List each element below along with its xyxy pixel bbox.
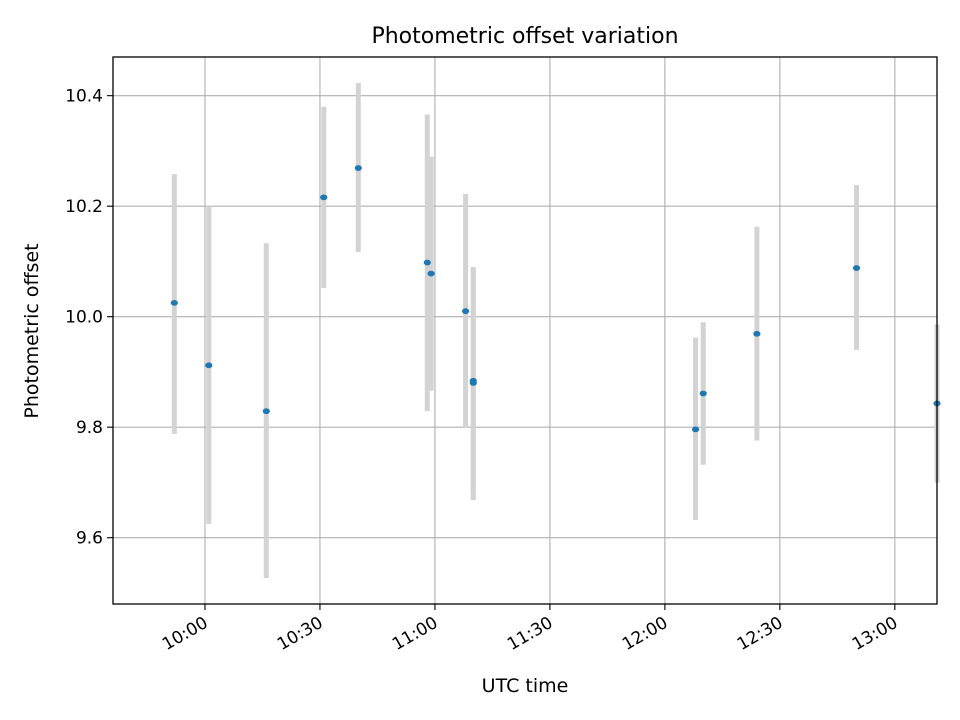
data-point: [461, 308, 470, 315]
y-tick-label: 10.4: [65, 87, 103, 107]
grid-layer: [113, 57, 937, 604]
x-axis-label: UTC time: [482, 675, 569, 697]
data-point: [262, 408, 270, 415]
data-point: [691, 426, 700, 433]
plot-frame: [112, 56, 938, 605]
y-tick-label: 10.0: [65, 308, 103, 328]
data-point: [753, 330, 761, 337]
data-point: [170, 299, 178, 306]
data-point: [699, 390, 707, 397]
data-point: [852, 265, 861, 271]
data-point: [354, 165, 362, 171]
data-point: [423, 259, 431, 266]
data-point: [427, 270, 435, 277]
data-point: [320, 194, 328, 201]
y-tick-label: 10.2: [65, 197, 103, 217]
y-tick-label: 9.8: [76, 418, 103, 438]
y-axis-label: Photometric offset: [21, 243, 43, 418]
y-tick-label: 9.6: [76, 529, 103, 549]
chart-title: Photometric offset variation: [371, 24, 678, 49]
data-point: [205, 362, 213, 369]
data-point: [469, 377, 477, 384]
